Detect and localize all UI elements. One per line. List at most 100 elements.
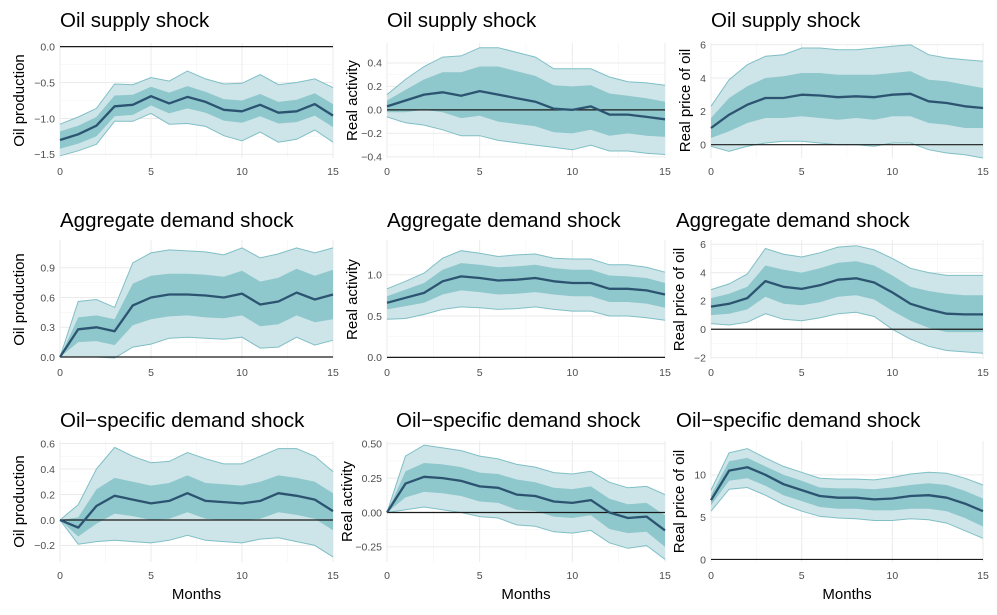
y-tick-label: 0.0 [40,41,55,53]
panel-title: Oil−specific demand shock [60,409,305,432]
y-tick-label: −1.0 [34,113,55,125]
inner-band [60,268,333,357]
x-tick-label: 15 [659,166,671,178]
y-axis-label: Real price of oil [671,450,688,553]
outer-band-upper-edge [59,446,334,521]
outer-band-lower-edge [710,486,984,539]
y-tick-label: 0.0 [40,352,55,364]
y-tick-label: 4 [700,73,706,85]
y-tick-label: 0.0 [40,515,55,527]
y-axis-label: Oil production [11,253,28,346]
y-tick-label: 0.00 [362,507,383,519]
x-tick-label: 5 [477,570,483,582]
panel-title: Oil supply shock [711,9,861,32]
y-tick-label: 1.0 [367,270,382,282]
median-line [386,275,666,304]
y-tick-label: 6 [700,39,706,51]
y-tick-label: 0.0 [367,105,382,117]
x-tick-label: 0 [384,367,390,379]
x-tick-label: 0 [384,166,390,178]
panel-title: Oil−specific demand shock [676,409,921,432]
y-axis-label: Real activity [344,60,361,141]
x-tick-label: 0 [708,166,714,178]
inner-band [60,86,333,149]
panel-7: 0 5 10 15 0.6 0.4 0.2 0.0 −0.2 Oil−specific deman… [11,409,339,603]
panel-title: Oil supply shock [60,9,210,32]
y-tick-label: 0 [700,324,706,336]
x-tick-label: 15 [977,166,989,178]
y-tick-label: 0.25 [362,473,383,485]
y-tick-label: 0.50 [362,439,383,451]
outer-band-lower-edge [386,506,666,560]
y-tick-label: 0.0 [367,352,382,364]
inner-band [60,475,333,537]
median-line [710,92,984,129]
x-tick-label: 5 [148,166,154,178]
y-tick-label: 0.6 [40,292,55,304]
x-axis-label: Months [501,586,550,603]
y-axis-label: Real price of oil [677,49,694,152]
outer-band-upper-edge [386,250,666,290]
y-axis-label: Real price of oil [671,248,688,351]
median-line [710,466,984,513]
x-tick-label: 10 [886,367,898,379]
y-tick-label: 0.2 [40,489,55,501]
median-line [386,89,666,121]
inner-band [711,261,983,333]
panel-9: 0 5 10 15 10 5 0 Oil−specific demand shock Real … [671,409,989,603]
panel-2: 0 5 10 15 0.4 0.2 0.0 −0.2 −0.4 Oil supply shock R… [344,9,671,178]
panel-1: 0 5 10 15 0.0 −0.5 −1.0 −1.5 Oil supply shock Oil… [11,9,339,178]
y-tick-label: 5 [700,512,706,524]
inner-band [387,463,665,547]
inner-band [387,263,665,310]
x-tick-label: 15 [327,367,339,379]
x-tick-label: 10 [886,166,898,178]
y-tick-label: −0.5 [34,77,55,89]
x-tick-label: 0 [57,166,63,178]
y-tick-label: 0.3 [40,322,55,334]
outer-band-upper-edge [386,47,666,95]
y-tick-label: −1.5 [34,149,55,161]
panel-4: 0 5 10 15 0.9 0.6 0.3 0.0 Aggregate demand shock… [11,209,339,379]
x-tick-label: 5 [477,166,483,178]
inner-band [387,66,665,137]
x-tick-label: 5 [799,367,805,379]
x-tick-label: 0 [708,570,714,582]
panel-title: Aggregate demand shock [387,209,621,232]
x-tick-label: 10 [236,166,248,178]
y-tick-label: 6 [700,239,706,251]
x-tick-label: 5 [148,570,154,582]
x-tick-label: 0 [57,570,63,582]
y-tick-label: 0.9 [40,263,55,275]
y-axis-label: Real activity [339,461,356,542]
median-line [710,277,983,316]
x-tick-label: 10 [886,570,898,582]
y-tick-label: 0.5 [367,311,382,323]
y-axis-label: Oil production [11,54,28,147]
x-tick-label: 15 [327,166,339,178]
y-tick-label: 10 [694,470,706,482]
x-tick-label: 5 [148,367,154,379]
outer-band-lower-edge [59,519,334,558]
x-tick-label: 10 [566,166,578,178]
x-tick-label: 10 [236,367,248,379]
inner-band [711,71,983,138]
y-axis-label: Real activity [344,259,361,340]
y-tick-label: −0.4 [361,152,382,164]
panel-3: 0 5 10 15 6 4 2 0 Oil supply shock Real price of … [677,9,989,178]
y-tick-label: −0.2 [34,540,55,552]
y-tick-label: −2 [694,352,706,364]
y-tick-label: 0 [700,554,706,566]
outer-band-lower-edge [59,112,334,157]
x-tick-label: 15 [977,570,989,582]
outer-band-upper-edge [710,44,984,107]
x-tick-label: 5 [799,166,805,178]
x-tick-label: 15 [977,367,989,379]
outer-band-upper-edge [59,247,334,358]
median-line [59,492,334,529]
x-tick-label: 0 [384,570,390,582]
outer-band-upper-edge [710,245,983,291]
outer-band-upper-edge [710,448,984,491]
y-tick-label: 0.4 [40,464,55,476]
